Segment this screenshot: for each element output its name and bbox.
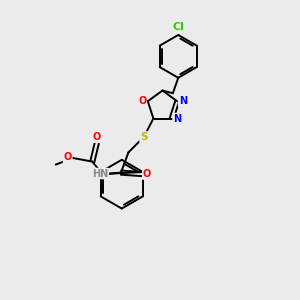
Text: O: O [143,169,151,179]
Text: N: N [173,113,181,124]
Text: O: O [138,96,146,106]
Text: S: S [140,132,148,142]
Text: O: O [64,152,72,162]
Text: Cl: Cl [172,22,184,32]
Text: HN: HN [92,169,108,178]
Text: O: O [93,132,101,142]
Text: N: N [179,96,187,106]
